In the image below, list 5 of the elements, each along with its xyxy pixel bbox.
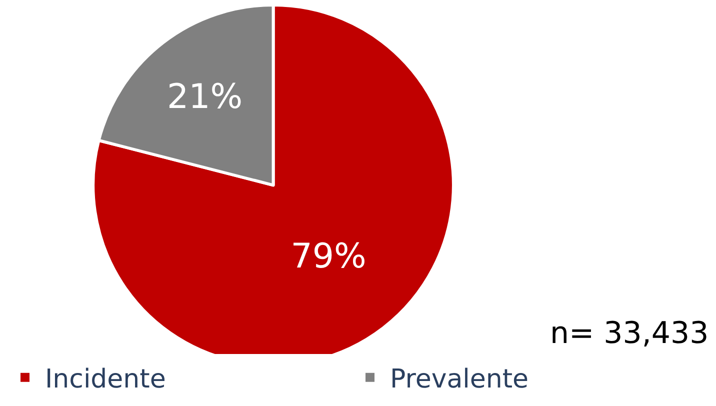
data-label: 21% [167,76,243,117]
legend-label: Prevalente [390,364,529,395]
data-label: 79% [290,236,366,276]
legend-label: Incidente [45,364,166,395]
text: n= 33,433 [550,316,709,351]
